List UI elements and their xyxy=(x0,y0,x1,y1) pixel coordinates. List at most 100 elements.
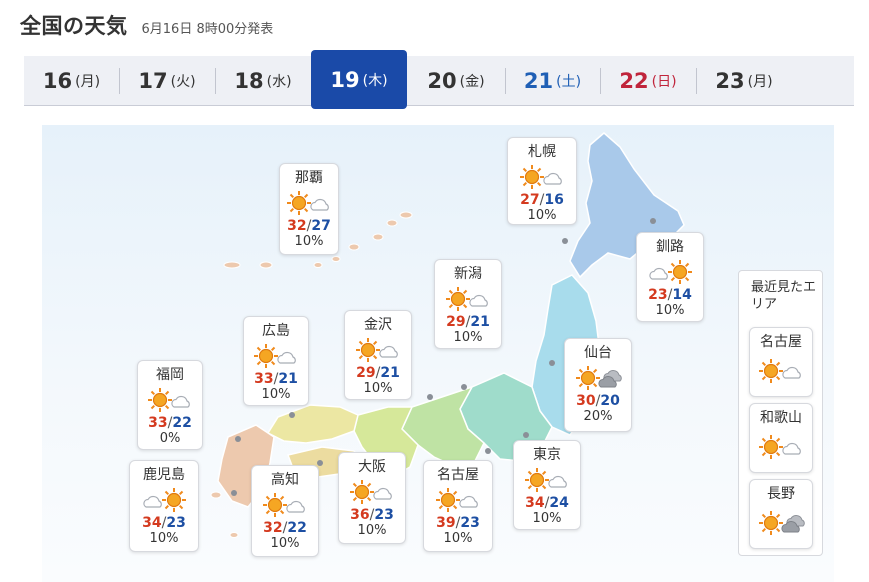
temperature: 33/21 xyxy=(254,371,298,387)
high-temp: 34 xyxy=(525,495,545,511)
city-name: 那覇 xyxy=(295,170,323,186)
page-title: 全国の天気 xyxy=(20,14,128,38)
recent-area-nagano[interactable]: 長野 xyxy=(749,479,813,549)
tab-day: 20 xyxy=(427,69,457,93)
sunny-then-cloudy-icon xyxy=(244,341,308,371)
tab-day: 18 xyxy=(234,69,264,93)
precip-chance: 10% xyxy=(357,523,387,538)
temperature: 34/23 xyxy=(142,515,186,531)
sunny-then-cloudy-icon xyxy=(750,430,812,464)
low-temp: 27 xyxy=(311,218,331,234)
tab-dow: (月) xyxy=(75,74,101,90)
low-temp: 21 xyxy=(278,371,298,387)
tab-dow: (月) xyxy=(747,74,773,90)
city-name: 東京 xyxy=(533,447,561,463)
city-name: 金沢 xyxy=(364,317,392,333)
tab-day-16[interactable]: 16 (月) xyxy=(24,56,119,106)
sunny-then-cloudy-icon xyxy=(280,188,338,218)
city-card-fukuoka[interactable]: 福岡 33/22 0% xyxy=(137,360,203,450)
tab-dow: (火) xyxy=(170,74,196,90)
tab-day-22[interactable]: 22 (日) xyxy=(600,56,696,106)
low-temp: 23 xyxy=(374,507,394,523)
temperature: 27/16 xyxy=(520,192,564,208)
city-name: 札幌 xyxy=(528,144,556,160)
temperature: 36/23 xyxy=(350,507,394,523)
precip-chance: 10% xyxy=(655,303,685,318)
city-card-naha[interactable]: 那覇 32/27 10% xyxy=(279,163,339,255)
precip-chance: 0% xyxy=(159,431,181,446)
low-temp: 14 xyxy=(672,287,692,303)
sunny-then-cloudy-icon xyxy=(345,335,411,365)
city-card-osaka[interactable]: 大阪 36/23 10% xyxy=(338,452,406,544)
low-temp: 23 xyxy=(460,515,480,531)
tab-day: 22 xyxy=(619,69,649,93)
precip-chance: 10% xyxy=(443,531,473,546)
city-card-kagoshima[interactable]: 鹿児島 34/23 10% xyxy=(129,460,199,552)
precip-chance: 10% xyxy=(363,381,393,396)
tab-day-18[interactable]: 18 (水) xyxy=(215,56,311,106)
temperature: 39/23 xyxy=(436,515,480,531)
city-card-kochi[interactable]: 高知 32/22 10% xyxy=(251,465,319,557)
low-temp: 23 xyxy=(166,515,186,531)
sunny-then-cloudy-icon xyxy=(750,354,812,388)
temperature: 32/22 xyxy=(263,520,307,536)
sunny-then-cloudy-icon xyxy=(435,284,501,314)
tab-dow: (日) xyxy=(651,74,677,90)
low-temp: 21 xyxy=(380,365,400,381)
high-temp: 34 xyxy=(142,515,162,531)
temperature: 33/22 xyxy=(148,415,192,431)
sunny-then-cloudy-icon xyxy=(514,465,580,495)
recent-area-wakayama[interactable]: 和歌山 xyxy=(749,403,813,473)
city-card-tokyo[interactable]: 東京 34/24 10% xyxy=(513,440,581,530)
city-card-kanazawa[interactable]: 金沢 29/21 10% xyxy=(344,310,412,400)
high-temp: 30 xyxy=(576,393,596,409)
region-okinawa xyxy=(223,211,413,269)
sunny-then-cloudy-icon xyxy=(138,385,202,415)
city-name: 仙台 xyxy=(584,345,612,361)
tab-dow: (土) xyxy=(556,74,582,90)
city-card-hiroshima[interactable]: 広島 33/21 10% xyxy=(243,316,309,406)
city-card-kushiro[interactable]: 釧路 23/14 10% xyxy=(636,232,704,322)
recent-area-nagoya[interactable]: 名古屋 xyxy=(749,327,813,397)
precip-chance: 10% xyxy=(532,511,562,526)
high-temp: 27 xyxy=(520,192,540,208)
city-card-nagoya[interactable]: 名古屋 39/23 10% xyxy=(423,460,493,552)
temperature: 29/21 xyxy=(356,365,400,381)
tab-day: 19 xyxy=(330,67,360,92)
tab-day-20[interactable]: 20 (金) xyxy=(407,56,505,106)
precip-chance: 10% xyxy=(261,387,291,402)
high-temp: 29 xyxy=(446,314,466,330)
low-temp: 22 xyxy=(172,415,192,431)
recent-area-name: 長野 xyxy=(767,486,795,502)
tab-day-21[interactable]: 21 (土) xyxy=(505,56,600,106)
sunny-then-cloudy-icon xyxy=(508,162,576,192)
city-card-sapporo[interactable]: 札幌 27/16 10% xyxy=(507,137,577,225)
tab-day-19[interactable]: 19 (木) xyxy=(311,50,407,109)
precip-chance: 10% xyxy=(527,208,557,223)
city-card-sendai[interactable]: 仙台 30/20 20% xyxy=(564,338,632,432)
high-temp: 32 xyxy=(263,520,283,536)
city-name: 広島 xyxy=(262,323,290,339)
recent-areas-title: 最近見たエリア xyxy=(751,280,817,312)
recent-area-name: 和歌山 xyxy=(760,410,802,426)
sunny-then-cloudy-icon xyxy=(252,490,318,520)
sunny-then-overcast-icon xyxy=(565,363,631,393)
published-time: 6月16日 8時00分発表 xyxy=(141,22,274,37)
high-temp: 39 xyxy=(436,515,456,531)
tab-day: 16 xyxy=(42,69,73,93)
precip-chance: 10% xyxy=(294,234,324,249)
city-card-niigata[interactable]: 新潟 29/21 10% xyxy=(434,259,502,349)
temperature: 30/20 xyxy=(576,393,620,409)
date-tabs: 16 (月) 17 (火) 18 (水) 19 (木) 20 (金) 21 (土) 22 (日… xyxy=(24,50,854,109)
high-temp: 29 xyxy=(356,365,376,381)
tab-day-17[interactable]: 17 (火) xyxy=(119,56,215,106)
precip-chance: 20% xyxy=(583,409,613,424)
low-temp: 16 xyxy=(544,192,564,208)
tab-day-23[interactable]: 23 (月) xyxy=(696,56,792,106)
tab-dow: (金) xyxy=(459,74,485,90)
page-header: 全国の天気 6月16日 8時00分発表 xyxy=(20,10,273,40)
city-name: 鹿児島 xyxy=(143,467,185,483)
recent-areas-panel: 最近見たエリア 名古屋 和歌山 長野 xyxy=(738,270,823,556)
city-name: 大阪 xyxy=(358,459,386,475)
recent-area-name: 名古屋 xyxy=(760,334,802,350)
